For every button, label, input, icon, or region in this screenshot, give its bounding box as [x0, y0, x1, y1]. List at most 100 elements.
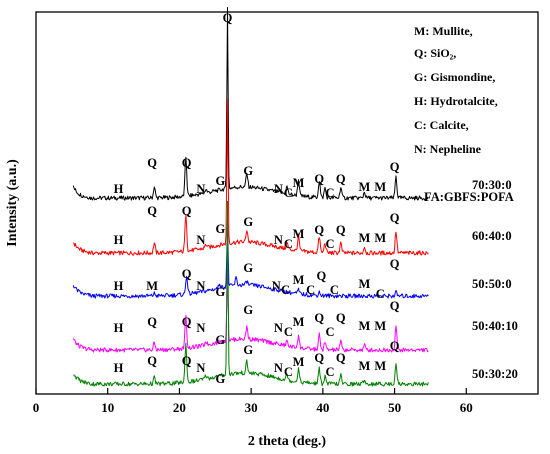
peak-label: G [243, 261, 253, 275]
series-label: 50:40:10 [472, 319, 518, 333]
legend-hydrotalcite: H: Hydrotalcite, [414, 94, 498, 108]
peak-label: C [284, 237, 293, 251]
peak-label: H [114, 361, 124, 375]
peak-label: C [376, 287, 385, 301]
peak-label: N [274, 321, 283, 335]
series-line [72, 98, 429, 256]
series-line [72, 268, 429, 353]
peak-label: Q [336, 172, 346, 186]
peak-label: C [330, 283, 339, 297]
peak-label: N [196, 233, 205, 247]
x-tick-label: 10 [101, 400, 114, 415]
series-label-layer: 70:30:0 60:40:0 50:50:0 50:40:10 50:30:20 [472, 178, 518, 381]
series-line [72, 7, 429, 201]
peak-label: M [293, 273, 305, 287]
peak-label: G [215, 285, 225, 299]
peak-label: C [326, 365, 335, 379]
peak-label: C [284, 365, 293, 379]
peak-label: Q [390, 257, 400, 271]
series-label: 60:40:0 [472, 229, 512, 243]
peak-label: C [281, 283, 290, 297]
x-tick-label: 20 [173, 400, 186, 415]
x-tick-label: 50 [388, 400, 401, 415]
peak-label: Q [336, 223, 346, 237]
peak-label: C [306, 283, 315, 297]
peak-label: G [215, 333, 225, 347]
peak-label: M [374, 180, 386, 194]
peak-label: Q [314, 351, 324, 365]
legend-sio2: Q: SiO₂, [414, 46, 456, 60]
peak-label: G [215, 372, 225, 386]
peak-label: G [243, 215, 253, 229]
peak-label: C [284, 325, 293, 339]
legend-gismondine: G: Gismondine, [414, 70, 495, 84]
peak-label: Q [182, 204, 192, 218]
peak-label: Q [223, 11, 233, 25]
peak-label: Q [390, 339, 400, 353]
peak-label: Q [336, 351, 346, 365]
peak-label: Q [390, 211, 400, 225]
peak-label: H [114, 182, 124, 196]
phase-legend: M: Mullite, Q: SiO₂, G: Gismondine, H: H… [414, 24, 498, 156]
peak-label: M [293, 355, 305, 369]
peak-label: Q [182, 315, 192, 329]
peak-label: M [359, 180, 371, 194]
peak-label: M [359, 359, 371, 373]
series-line [72, 219, 429, 299]
peak-label: N [274, 182, 283, 196]
x-axis-ticks: 0 10 20 30 40 50 60 [33, 388, 473, 415]
peak-label: Q [314, 172, 324, 186]
peak-label: Q [336, 311, 346, 325]
peak-label: N [196, 361, 205, 375]
peak-label: G [215, 174, 225, 188]
peak-label: Q [314, 311, 324, 325]
peak-label: Q [182, 267, 192, 281]
peak-label: C [284, 186, 293, 200]
peak-label: H [114, 279, 124, 293]
peak-label: G [215, 222, 225, 236]
peak-label: C [326, 237, 335, 251]
peak-label: C [326, 325, 335, 339]
peak-label: H [114, 321, 124, 335]
peak-label: M [359, 277, 371, 291]
series-label: 50:50:0 [472, 277, 512, 291]
plot-frame [35, 11, 539, 395]
x-tick-label: 40 [316, 400, 329, 415]
x-tick-label: 60 [460, 400, 473, 415]
peak-label: G [243, 164, 253, 178]
x-tick-label: 0 [33, 400, 40, 415]
peak-label: M [293, 176, 305, 190]
peak-label: N [196, 279, 205, 293]
peak-label: N [196, 182, 205, 196]
peak-label: M [374, 231, 386, 245]
peak-label: G [243, 303, 253, 317]
x-tick-label: 30 [245, 400, 258, 415]
legend-nepheline: N: Nepheline [414, 142, 482, 156]
peak-label: Q [317, 269, 327, 283]
peak-label: G [243, 343, 253, 357]
peak-label: Q [147, 204, 157, 218]
peak-label: Q [182, 354, 192, 368]
peak-label: M [374, 359, 386, 373]
peak-label: Q [147, 156, 157, 170]
y-axis-title: Intensity (a.u.) [5, 159, 20, 247]
legend-mullite: M: Mullite, [414, 24, 473, 38]
peak-label: M [374, 319, 386, 333]
series-label: 70:30:0 [472, 178, 512, 192]
peak-label: C [326, 186, 335, 200]
peak-label: Q [390, 299, 400, 313]
series-layer [72, 7, 429, 387]
peak-label: M [293, 227, 305, 241]
peak-label: Q [147, 315, 157, 329]
x-axis-title: 2 theta (deg.) [248, 434, 326, 449]
peak-label: M [359, 231, 371, 245]
peak-label: M [146, 279, 158, 293]
peak-label: N [274, 233, 283, 247]
legend-calcite: C: Calcite, [414, 118, 469, 132]
peak-label: N [274, 361, 283, 375]
peak-label: Q [390, 160, 400, 174]
peak-label: Q [147, 354, 157, 368]
peak-label: H [114, 233, 124, 247]
